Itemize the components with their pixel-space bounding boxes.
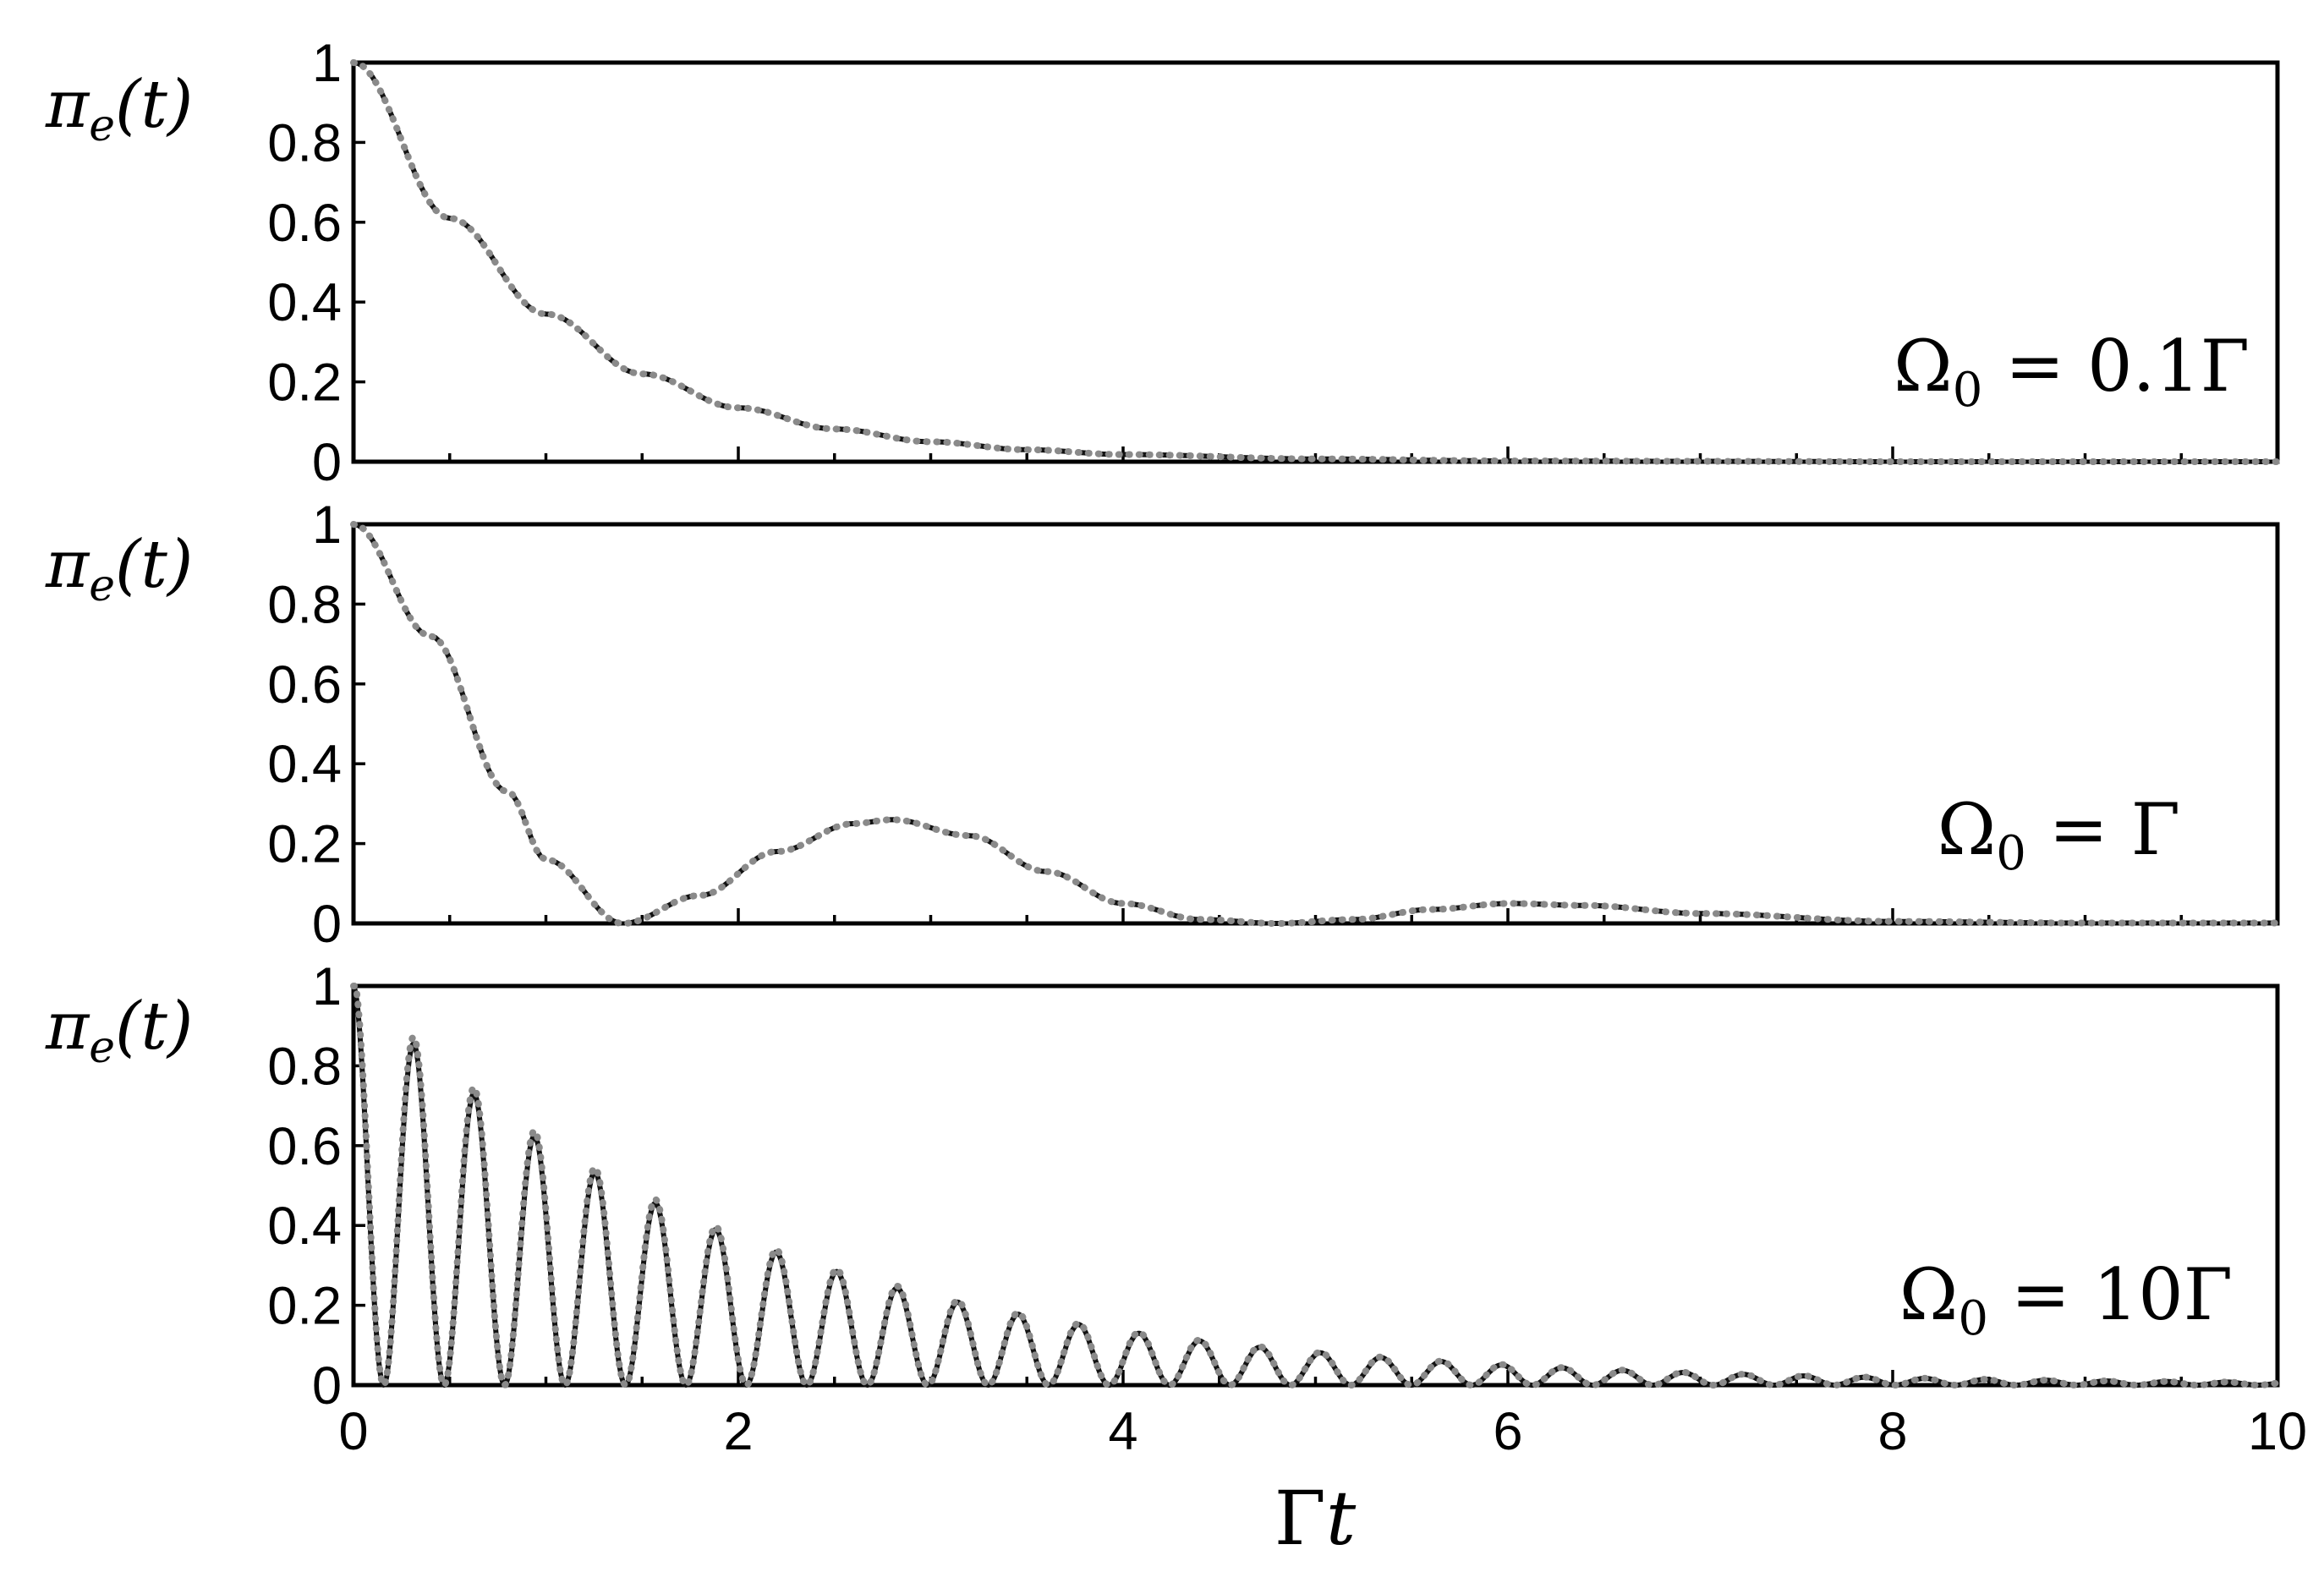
panel-middle-ytick-label: 0.8 (267, 575, 342, 634)
panel-top-ytick-label: 0.6 (267, 194, 342, 253)
curves-layer (350, 59, 2281, 1390)
panel-bottom-ytick-label: 0.6 (267, 1117, 342, 1176)
panel-bottom-xtick-label: 10 (2248, 1402, 2307, 1461)
labels-layer: 00.20.40.60.8100.20.40.60.8100.20.40.60.… (267, 34, 2307, 1461)
panel-top-ytick-label: 0 (312, 433, 342, 492)
panel-top-ytick-label: 1 (312, 34, 342, 93)
panel-bottom-ytick-label: 0 (312, 1356, 342, 1416)
x-axis-label: Γt (1274, 1475, 1357, 1562)
panel-bottom-ytick-label: 0.2 (267, 1277, 342, 1336)
panel-middle-ytick-label: 0 (312, 895, 342, 954)
panel-bottom-ytick-label: 0.4 (267, 1197, 342, 1256)
panel-bottom-ytick-label: 0.8 (267, 1037, 342, 1096)
panel-bottom-ylabel: πe(t) (45, 989, 193, 1073)
panel-top-ytick-label: 0.8 (267, 113, 342, 173)
panel-bottom-xtick-label: 0 (338, 1402, 368, 1461)
panel-middle-ytick-label: 1 (312, 496, 342, 555)
panel-bottom-series-dotted-gray (350, 983, 2281, 1390)
panel-middle-ytick-label: 0.2 (267, 815, 342, 874)
panel-middle-ytick-label: 0.4 (267, 735, 342, 794)
panel-middle-series-dotted-gray (350, 521, 2281, 928)
panel-middle-annotation: Ω0 = Γ (1938, 788, 2180, 881)
panel-top-series-dotted-gray (350, 59, 2281, 465)
panel-bottom-xtick-label: 4 (1108, 1402, 1137, 1461)
panel-top-annotation: Ω0 = 0.1Γ (1894, 325, 2250, 418)
panel-bottom-xtick-label: 2 (723, 1402, 753, 1461)
panel-bottom-annotation: Ω0 = 10Γ (1899, 1253, 2233, 1346)
panel-top-ytick-label: 0.4 (267, 273, 342, 332)
panel-bottom-xtick-label: 6 (1493, 1402, 1522, 1461)
panel-middle-ylabel: πe(t) (45, 527, 193, 611)
ticks-layer (352, 61, 2279, 1387)
panel-middle-ytick-label: 0.6 (267, 655, 342, 715)
panel-bottom-xtick-label: 8 (1877, 1402, 1907, 1461)
panel-top-ylabel: πe(t) (45, 67, 193, 151)
panel-bottom-ytick-label: 1 (312, 957, 342, 1016)
panel-top-ytick-label: 0.2 (267, 353, 342, 413)
